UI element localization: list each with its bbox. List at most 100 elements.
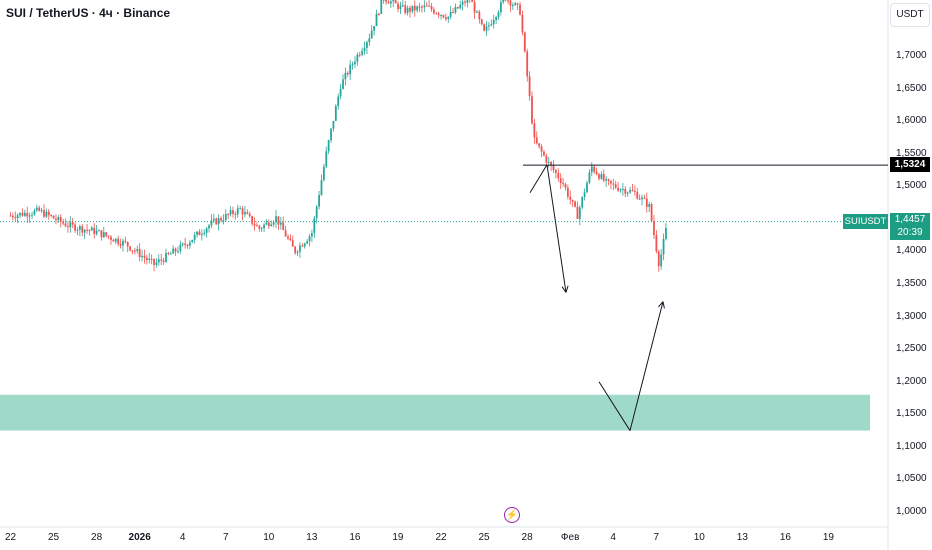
x-tick-label: 28 [521,532,533,543]
candle-up [495,17,498,20]
x-tick-label: 19 [392,532,404,543]
candle-up [600,174,603,179]
candle-down [124,240,127,242]
candle-up [581,196,584,208]
candle-up [363,47,366,51]
candle-up [306,241,309,244]
candle-down [277,216,280,225]
candle-down [643,197,646,199]
candle-up [200,233,203,236]
candle-up [23,212,26,216]
candle-up [191,239,194,243]
candle-down [655,235,658,252]
candle-up [95,230,98,235]
candle-up [35,207,38,211]
candle-down [538,143,541,147]
candle-up [449,12,452,17]
candle-up [497,12,500,18]
candle-up [315,206,318,219]
x-tick-label: 2026 [128,532,151,543]
candle-down [301,245,304,247]
candle-down [543,151,545,156]
candle-up [196,231,198,235]
candle-up [586,182,588,193]
candle-down [100,230,103,238]
candle-up [368,38,371,43]
y-tick-label: 1,7000 [896,50,927,61]
candle-up [236,208,239,215]
candle-down [117,238,120,244]
candle-down [160,259,163,261]
candle-down [657,251,660,267]
candle-down [430,6,433,10]
candle-up [224,213,227,221]
y-tick-label: 1,1000 [896,440,927,452]
x-tick-label: 13 [736,532,748,543]
candle-down [562,183,564,185]
candle-up [114,238,117,242]
candle-up [299,245,301,252]
x-tick-label: 10 [693,532,705,543]
projection-segment[interactable] [629,301,664,431]
candle-down [545,155,548,163]
candle-down [11,215,14,218]
support-zone[interactable] [0,394,870,431]
candle-up [361,50,364,55]
candle-up [16,215,19,219]
candle-down [64,223,67,227]
y-tick-label: 1,6500 [896,82,927,94]
candle-up [619,189,622,191]
candle-down [435,13,438,15]
candle-up [488,25,490,27]
candle-down [576,206,579,220]
projection-segment[interactable] [529,164,548,194]
candle-down [636,191,639,199]
projection-segment[interactable] [598,381,631,431]
candle-up [141,255,143,258]
projection-arrows[interactable] [529,164,665,431]
candle-down [571,199,574,202]
candle-down [67,226,69,228]
candle-down [409,7,411,12]
candle-down [52,215,55,219]
y-tick-label: 1,3000 [896,310,927,322]
candle-down [62,221,65,224]
candle-up [461,1,464,5]
candle-up [263,224,265,229]
candle-up [466,0,469,3]
candle-up [380,0,383,14]
candle-down [614,184,617,188]
candle-up [322,166,325,181]
candle-down [540,146,543,152]
candle-down [464,1,466,3]
candle-down [220,218,222,221]
candle-up [83,229,86,233]
candle-up [547,162,550,164]
y-tick-label: 1,5000 [896,180,927,192]
candle-down [550,162,553,166]
candle-up [148,258,151,260]
candle-down [43,210,45,217]
symbol-tag: SUIUSDT [843,214,888,229]
projection-segment[interactable] [546,164,567,293]
candle-down [531,96,533,124]
candle-up [189,242,191,246]
candle-down [55,218,57,221]
candle-down [645,198,648,207]
candle-down [126,241,129,247]
candle-down [478,11,481,20]
candle-up [459,4,462,9]
candle-up [313,218,316,234]
candle-up [181,243,184,245]
candle-up [339,88,342,97]
currency-button[interactable]: USDT [890,3,930,27]
candle-down [358,54,361,56]
candle-down [598,174,600,179]
candle-down [574,201,576,207]
lightning-bolt-icon[interactable]: ⚡ [504,507,520,523]
x-tick-label: 16 [779,532,791,543]
candle-down [110,236,112,240]
candle-down [50,215,53,217]
